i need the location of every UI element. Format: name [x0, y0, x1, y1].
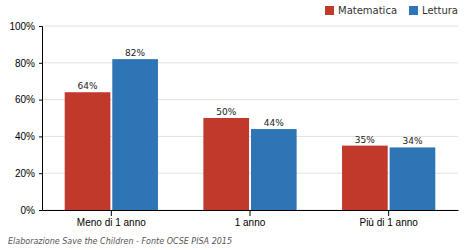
bar — [342, 146, 388, 210]
y-tick-mark — [39, 210, 42, 211]
legend: Matematica Lettura — [325, 5, 458, 16]
x-tick: 1 anno — [235, 210, 266, 228]
x-tick-label: 1 anno — [235, 217, 266, 228]
y-tick-label: 60% — [15, 94, 35, 105]
data-label: 35% — [355, 135, 375, 145]
bar — [65, 92, 111, 210]
bar — [203, 118, 249, 210]
y-tick: 20% — [15, 168, 42, 179]
y-tick: 100% — [9, 21, 42, 32]
y-tick-mark — [39, 26, 42, 27]
data-label: 64% — [78, 81, 98, 91]
bar — [112, 59, 158, 210]
bar — [390, 147, 436, 210]
y-tick-mark — [39, 173, 42, 174]
x-tick-mark — [388, 210, 389, 216]
grid-line — [42, 62, 458, 63]
legend-swatch — [409, 6, 418, 15]
x-tick-mark — [250, 210, 251, 216]
x-tick-label: Più di 1 anno — [359, 217, 418, 228]
x-axis: Meno di 1 anno 1 anno Più di 1 anno — [43, 210, 459, 228]
y-tick-mark — [39, 100, 42, 101]
y-tick-mark — [39, 136, 42, 137]
y-tick: 40% — [15, 131, 42, 142]
chart: 0% 20% 40% 60% 80% 100% Meno di 1 anno 1 anno Pi… — [0, 0, 470, 250]
footnote: Elaborazione Save the Children - Fonte O… — [8, 237, 232, 246]
x-tick: Meno di 1 anno — [77, 210, 146, 228]
data-label: 50% — [216, 107, 236, 117]
plot: 0% 20% 40% 60% 80% 100% Meno di 1 anno 1 anno Pi… — [9, 21, 458, 228]
y-tick-mark — [39, 63, 42, 64]
legend-item: Matematica — [325, 5, 397, 16]
y-tick: 80% — [15, 58, 42, 69]
data-labels: 64% 50% 35% 82% 44% 34% — [78, 48, 423, 146]
x-tick: Più di 1 anno — [359, 210, 418, 228]
y-axis-line — [39, 27, 43, 211]
data-label: 44% — [264, 118, 284, 128]
legend-label: Lettura — [422, 5, 458, 16]
y-tick-label: 0% — [21, 205, 36, 216]
bars — [65, 59, 436, 210]
y-tick-label: 40% — [15, 131, 35, 142]
y-tick-label: 80% — [15, 58, 35, 69]
legend-item: Lettura — [409, 5, 458, 16]
data-label: 82% — [125, 48, 145, 58]
legend-label: Matematica — [338, 5, 397, 16]
y-axis: 0% 20% 40% 60% 80% 100% — [9, 21, 42, 216]
series — [112, 59, 435, 210]
y-tick-label: 100% — [9, 21, 35, 32]
data-label: 34% — [402, 136, 422, 146]
y-tick-label: 20% — [15, 168, 35, 179]
legend-swatch — [325, 6, 334, 15]
grid-line — [42, 26, 458, 27]
x-tick-label: Meno di 1 anno — [77, 217, 146, 228]
y-tick: 60% — [15, 94, 42, 105]
grid — [42, 26, 458, 210]
x-tick-mark — [111, 210, 112, 216]
y-tick: 0% — [21, 205, 42, 216]
bar — [251, 129, 297, 210]
